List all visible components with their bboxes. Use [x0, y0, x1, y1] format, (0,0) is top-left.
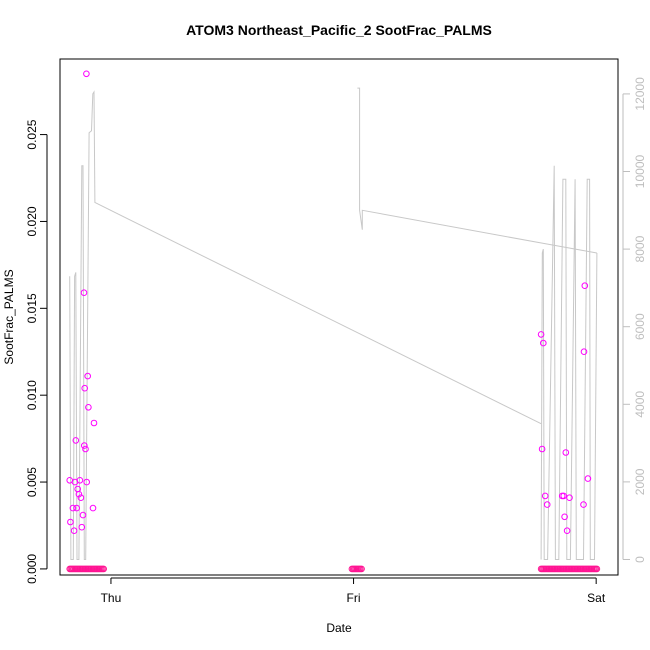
left-axis-tick-label: 0.025 — [25, 119, 39, 149]
right-axis-tick-label: 0 — [633, 556, 647, 563]
left-y-axis: 0.000 0.005 0.010 0.015 0.020 0.025 — [25, 119, 48, 584]
x-axis-tick-label: Sat — [587, 591, 606, 605]
altitude-line-segment — [69, 90, 542, 560]
right-axis-tick-label: 4000 — [633, 391, 647, 418]
data-point — [89, 504, 97, 512]
data-point — [77, 494, 85, 502]
data-point — [563, 527, 571, 535]
data-point — [84, 372, 91, 380]
data-point-zero — [358, 565, 365, 573]
y-axis-label: SootFrac_PALMS — [2, 269, 16, 364]
altitude-line-segment — [357, 87, 597, 254]
left-axis-tick-label: 0.005 — [25, 467, 39, 497]
data-point — [81, 442, 88, 449]
data-point — [581, 282, 589, 290]
data-point — [80, 289, 88, 297]
chart-title: ATOM3 Northeast_Pacific_2 SootFrac_PALMS — [186, 22, 492, 38]
altitude-line-segment — [540, 165, 598, 560]
data-point — [83, 70, 90, 78]
data-point — [82, 445, 89, 453]
left-axis-tick-label: 0.020 — [25, 206, 39, 236]
x-axis-label: Date — [326, 621, 352, 635]
data-point — [83, 478, 90, 486]
right-axis-tick-label: 6000 — [633, 313, 647, 340]
altitude-line-layer — [69, 87, 598, 560]
data-point — [69, 504, 77, 512]
data-point — [537, 331, 545, 338]
data-point — [67, 518, 74, 526]
data-point — [561, 513, 568, 521]
x-axis-tick-label: Thu — [101, 591, 122, 605]
soot-points-layer — [66, 70, 601, 573]
right-axis-tick-label: 8000 — [633, 235, 647, 262]
data-point — [90, 419, 98, 427]
data-point — [78, 523, 86, 531]
data-point — [76, 477, 84, 484]
data-point — [75, 490, 83, 498]
data-point — [566, 494, 573, 502]
data-point — [73, 504, 80, 512]
right-axis-tick-label: 2000 — [633, 468, 647, 495]
data-point — [70, 527, 78, 535]
x-axis: Thu Fri Sat — [101, 577, 606, 605]
data-point — [562, 449, 570, 456]
data-point — [541, 492, 549, 500]
data-point — [538, 445, 546, 453]
data-point — [66, 477, 73, 484]
data-point — [584, 475, 592, 482]
right-y-axis: 0 2000 4000 6000 8000 10000 12000 — [622, 77, 647, 563]
plot-frame — [59, 58, 619, 576]
left-axis-tick-label: 0.000 — [25, 554, 39, 584]
data-point — [81, 384, 88, 392]
data-point — [85, 404, 92, 411]
data-point — [560, 492, 568, 500]
left-axis-tick-label: 0.015 — [25, 293, 39, 323]
right-axis-tick-label: 10000 — [633, 155, 647, 189]
x-axis-tick-label: Fri — [347, 591, 361, 605]
data-point — [580, 348, 588, 356]
data-point — [79, 511, 87, 519]
data-point-zero — [593, 565, 601, 573]
data-point — [580, 501, 587, 508]
left-axis-tick-label: 0.010 — [25, 380, 39, 410]
data-point — [540, 339, 547, 347]
data-point-zero — [100, 565, 107, 573]
data-point — [72, 437, 80, 444]
data-point — [543, 501, 551, 508]
right-axis-tick-label: 12000 — [633, 77, 647, 111]
